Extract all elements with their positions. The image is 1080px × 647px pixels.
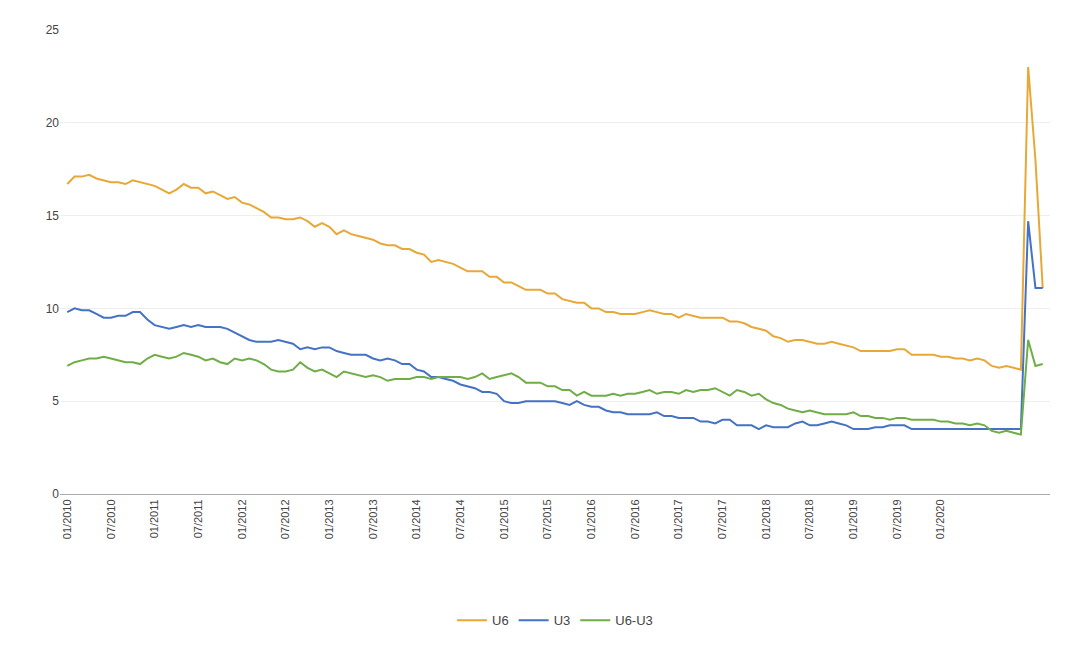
svg-text:U6: U6 [492, 613, 509, 628]
svg-text:07/2016: 07/2016 [629, 499, 641, 539]
svg-text:07/2019: 07/2019 [891, 499, 903, 539]
svg-text:01/2019: 01/2019 [847, 499, 859, 539]
svg-text:07/2015: 07/2015 [541, 499, 553, 539]
svg-text:0: 0 [52, 487, 59, 501]
svg-text:10: 10 [46, 302, 60, 316]
svg-text:01/2014: 01/2014 [410, 499, 422, 539]
svg-text:01/2015: 01/2015 [498, 499, 510, 539]
svg-text:07/2018: 07/2018 [803, 499, 815, 539]
svg-text:07/2010: 07/2010 [105, 499, 117, 539]
svg-text:07/2017: 07/2017 [716, 499, 728, 539]
svg-text:U3: U3 [554, 613, 571, 628]
svg-text:U6-U3: U6-U3 [615, 613, 653, 628]
svg-text:07/2013: 07/2013 [367, 499, 379, 539]
svg-text:01/2010: 01/2010 [61, 499, 73, 539]
svg-text:01/2011: 01/2011 [148, 499, 160, 538]
svg-text:07/2014: 07/2014 [454, 499, 466, 539]
svg-text:01/2020: 01/2020 [934, 499, 946, 539]
svg-text:07/2011: 07/2011 [192, 499, 204, 538]
svg-text:15: 15 [46, 209, 60, 223]
svg-text:01/2013: 01/2013 [323, 499, 335, 539]
svg-text:20: 20 [46, 116, 60, 130]
svg-text:01/2016: 01/2016 [585, 499, 597, 539]
svg-text:01/2017: 01/2017 [672, 499, 684, 539]
svg-text:07/2012: 07/2012 [279, 499, 291, 539]
svg-text:5: 5 [52, 394, 59, 408]
svg-text:25: 25 [46, 23, 60, 37]
svg-text:01/2012: 01/2012 [236, 499, 248, 539]
svg-text:01/2018: 01/2018 [760, 499, 772, 539]
